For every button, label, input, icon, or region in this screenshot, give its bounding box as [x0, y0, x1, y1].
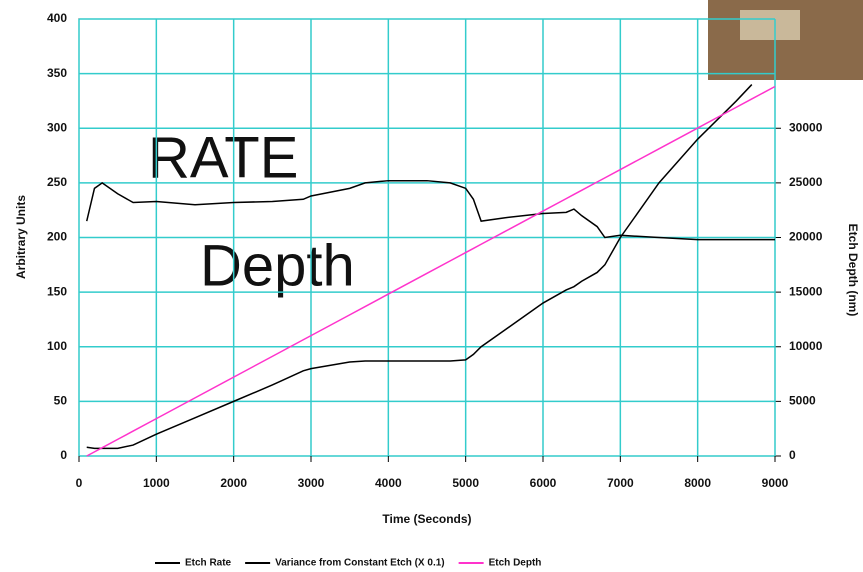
x-tick-label: 1000: [143, 476, 170, 490]
x-tick-label: 5000: [452, 476, 479, 490]
y-tick-label: 400: [47, 11, 67, 25]
legend-label: Etch Depth: [489, 558, 542, 569]
y2-tick-label: 0: [789, 448, 796, 462]
y2-tick-label: 15000: [789, 284, 823, 298]
y2-tick-label: 30000: [789, 120, 823, 134]
x-tick-label: 2000: [220, 476, 247, 490]
photo-detail: [740, 10, 800, 40]
x-tick-label: 3000: [298, 476, 325, 490]
y-tick-label: 250: [47, 175, 67, 189]
y-tick-label: 200: [47, 230, 67, 244]
y-tick-label: 300: [47, 120, 67, 134]
x-tick-label: 9000: [762, 476, 789, 490]
x-tick-label: 0: [76, 476, 83, 490]
y2-tick-label: 5000: [789, 394, 816, 408]
x-tick-label: 4000: [375, 476, 402, 490]
y-tick-label: 100: [47, 339, 67, 353]
y-axis-label: Arbitrary Units: [14, 195, 28, 279]
y-tick-label: 50: [54, 394, 68, 408]
legend-label: Variance from Constant Etch (X 0.1): [275, 558, 445, 569]
y-tick-label: 0: [60, 448, 67, 462]
y2-tick-label: 10000: [789, 339, 823, 353]
page: {"chart_data": {"type": "line", "x_label…: [0, 0, 863, 572]
y-tick-label: 350: [47, 66, 67, 80]
y-tick-label: 150: [47, 284, 67, 298]
x-axis-label: Time (Seconds): [382, 512, 471, 526]
x-tick-label: 8000: [684, 476, 711, 490]
chart: Arbitrary Units Etch Depth (nm) Time (Se…: [0, 0, 863, 572]
x-tick-label: 6000: [530, 476, 557, 490]
y2-tick-label: 20000: [789, 230, 823, 244]
annotation: RATE: [148, 125, 298, 190]
annotation: Depth: [200, 233, 355, 298]
y2-axis-label: Etch Depth (nm): [846, 224, 860, 317]
y2-tick-label: 25000: [789, 175, 823, 189]
x-tick-label: 7000: [607, 476, 634, 490]
legend-label: Etch Rate: [185, 558, 232, 569]
